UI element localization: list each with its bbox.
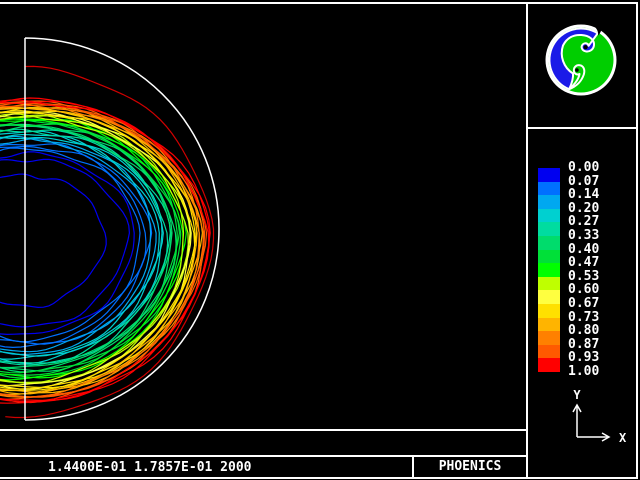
contour-line <box>0 147 141 343</box>
legend-value: 0.47 <box>568 255 600 271</box>
legend-colorbar <box>538 168 560 372</box>
contour-line <box>0 129 171 366</box>
legend-swatch <box>538 168 560 182</box>
contour-line <box>0 119 184 379</box>
contour-line <box>0 124 173 373</box>
legend-swatch <box>538 235 560 250</box>
legend-value: 0.14 <box>568 187 600 203</box>
contour-line <box>0 106 196 392</box>
x-arrowhead-icon <box>601 432 611 442</box>
y-axis-label: Y <box>573 388 581 402</box>
legend-swatch <box>538 181 560 196</box>
legend-value: 0.80 <box>568 323 600 339</box>
legend-value: 0.07 <box>568 173 600 189</box>
legend-swatch <box>538 290 560 304</box>
panel-divider <box>526 2 528 479</box>
contour-line <box>0 110 196 389</box>
contour-line <box>0 128 169 364</box>
legend-swatch <box>538 195 560 209</box>
logo-blue-swirl <box>548 27 599 91</box>
contour-line <box>0 135 157 356</box>
contour-line <box>0 118 187 381</box>
contour-line <box>0 114 185 384</box>
legend-value: 0.87 <box>568 336 600 352</box>
logo-top-notch <box>594 26 602 36</box>
contour-line <box>0 118 182 379</box>
contour-line <box>0 112 192 387</box>
boundary-contour-line <box>5 65 215 419</box>
contour-line <box>0 143 153 349</box>
brand-box: PHOENICS <box>413 456 527 477</box>
legend-value: 0.53 <box>568 268 600 284</box>
status-values: 1.4400E-01 1.7857E-01 2000 <box>48 460 252 475</box>
legend-value: 0.27 <box>568 214 600 230</box>
legend-value: 0.20 <box>568 200 600 216</box>
contour-line <box>0 130 163 365</box>
contour-line <box>0 133 164 360</box>
statusbar-divider <box>412 455 414 479</box>
contour-line <box>0 99 210 401</box>
legend-swatch <box>538 222 560 236</box>
frame-bottom <box>0 477 638 479</box>
legend-value: 0.73 <box>568 309 600 325</box>
brand-label: PHOENICS <box>438 459 502 474</box>
legend-swatch <box>538 358 560 372</box>
legend-labels: 0.00 0.07 0.14 0.20 0.27 0.33 0.40 0.47 0.53 0.60… <box>568 161 599 379</box>
legend-value: 0.40 <box>568 241 600 257</box>
legend-swatch <box>538 344 560 359</box>
y-arrowhead-icon <box>572 403 582 413</box>
contour-line <box>0 119 178 376</box>
plot-bottom-border <box>0 429 527 431</box>
frame-right <box>636 2 638 479</box>
logo-divider <box>526 127 638 129</box>
legend-swatch <box>538 276 560 291</box>
legend-value: 0.67 <box>568 295 600 311</box>
legend-value: 0.60 <box>568 282 600 298</box>
contour-line <box>0 100 211 403</box>
legend-swatch <box>538 303 560 318</box>
axis-indicator: Y X <box>572 388 627 445</box>
domain-outline <box>24 37 220 421</box>
cham-logo <box>545 24 617 96</box>
legend-value: 1.00 <box>568 363 600 379</box>
contour-line <box>0 102 204 398</box>
legend-swatch <box>538 249 560 264</box>
contour-line <box>0 102 200 398</box>
logo-green-hook <box>568 64 586 91</box>
legend-swatch <box>538 263 560 277</box>
contour-line <box>0 137 152 353</box>
contour-line <box>0 123 177 372</box>
legend-value: 0.00 <box>568 160 600 175</box>
legend-swatch <box>538 317 560 332</box>
contour-line <box>0 123 181 374</box>
legend-value: 0.93 <box>568 350 600 366</box>
contour-line <box>0 125 172 369</box>
contour-line <box>0 107 204 396</box>
contour-line <box>0 136 160 357</box>
contour-line <box>0 97 211 404</box>
contour-line <box>0 145 147 345</box>
contour-line <box>0 151 135 336</box>
contour-line <box>0 111 191 390</box>
legend-value: 0.33 <box>568 227 600 243</box>
logo-blue-eye <box>583 45 588 50</box>
contour-line <box>0 173 107 309</box>
x-axis-label: X <box>619 431 627 445</box>
logo-green-eye <box>575 68 579 72</box>
statusbar-top-border <box>0 455 527 457</box>
contour-line <box>0 102 208 401</box>
contour-line <box>0 113 189 384</box>
legend-swatch <box>538 208 560 223</box>
legend-swatch <box>538 331 560 345</box>
contour-line <box>0 106 198 395</box>
contour-line <box>0 100 205 404</box>
frame-top <box>0 2 638 4</box>
contour-line <box>0 158 131 328</box>
